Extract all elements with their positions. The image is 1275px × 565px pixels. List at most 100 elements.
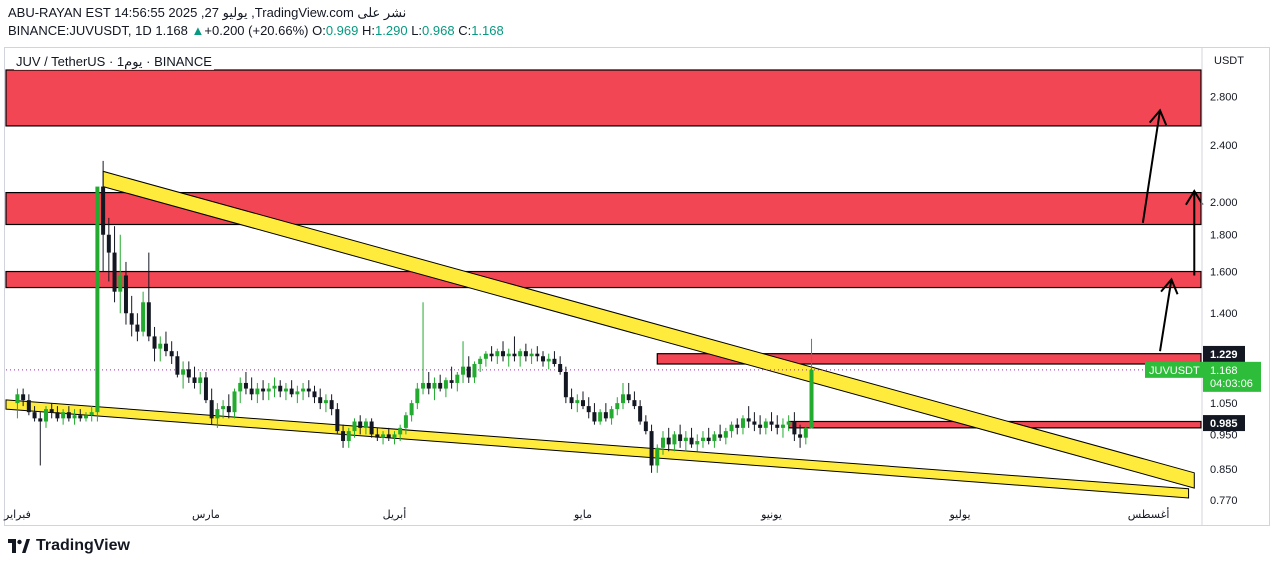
candle-body [478, 358, 483, 365]
x-tick-label: أغسطس [1128, 507, 1170, 521]
candle-body [146, 302, 151, 337]
arrow-head-icon [1185, 189, 1204, 206]
axis-unit[interactable]: USDT [1214, 55, 1244, 67]
candle-body [495, 351, 500, 357]
candle-body [426, 382, 431, 389]
candle-body [700, 437, 705, 442]
candle-body [415, 388, 420, 404]
symbol-text: BINANCE:JUVUSDT, 1D 1.168 [8, 23, 188, 38]
candle-body [746, 418, 751, 422]
candle-body [289, 388, 294, 395]
y-tick-label: 0.850 [1210, 464, 1238, 476]
candle-body [15, 394, 20, 404]
candle-body [335, 409, 340, 432]
candle-body [575, 400, 580, 404]
target-arrow-2 [1141, 110, 1161, 223]
candle-body [598, 412, 603, 422]
candle-body [283, 388, 288, 392]
candle-body [381, 434, 386, 438]
tradingview-footer[interactable]: TradingView [8, 537, 130, 555]
candle-body [123, 275, 128, 314]
candle-body [312, 391, 317, 398]
candle-body [78, 415, 83, 419]
candle-body [803, 427, 808, 438]
candle-body [683, 437, 688, 442]
target-arrow-0 [1159, 279, 1173, 352]
candle-body [786, 421, 791, 425]
candle-body [615, 403, 620, 410]
candle-body [209, 400, 214, 419]
high-label: H: [362, 23, 376, 38]
candle-body [689, 437, 694, 445]
chart-title: JUV / TetherUS · 1يوم · BINANCE [14, 54, 214, 70]
candle-body [489, 353, 494, 357]
candle-body [375, 434, 380, 438]
candle-body [61, 412, 66, 419]
open-value: 0.969 [325, 23, 359, 38]
candle-body [129, 313, 134, 325]
candle-body [272, 385, 277, 389]
candle-body [769, 421, 774, 425]
candle-body [101, 186, 106, 235]
price-label: 0.985 [1210, 418, 1238, 430]
candle-body [501, 351, 506, 357]
candle-body [163, 343, 168, 352]
y-tick-label: 1.400 [1210, 308, 1238, 320]
close-value: 1.168 [471, 23, 504, 38]
candle-body [323, 400, 328, 404]
trend-channel-1 [5, 399, 1190, 499]
candle-body [780, 424, 785, 428]
candle-body [563, 371, 568, 398]
y-tick-label: 2.800 [1210, 92, 1238, 104]
candle-body [649, 431, 654, 466]
candle-body [409, 403, 414, 416]
candle-body [443, 380, 448, 389]
publish-info: ABU-RAYAN EST 14:56:55 2025 ,27 يوليو ,T… [8, 5, 406, 21]
y-tick-label: 1.050 [1210, 398, 1238, 410]
candle-body [38, 418, 43, 422]
candle-body [546, 358, 551, 362]
price-chart[interactable]: 0.770 0.850 0.950 1.050 1.400 1.600 1.800 2.000… [0, 0, 1275, 530]
candle-body [586, 406, 591, 413]
candle-body [66, 412, 71, 419]
candle-body [483, 353, 488, 359]
y-tick-label: 0.770 [1210, 495, 1238, 507]
candle-body [643, 421, 648, 432]
resistance-zone-0 [5, 69, 1202, 127]
candle-body [261, 388, 266, 392]
time-axis: فبراير مارس أبريل مايو يونيو يوليو أغسطس [3, 507, 1169, 521]
candle-body [403, 415, 408, 428]
candle-body [752, 421, 757, 425]
y-tick-label: 1.600 [1210, 267, 1238, 279]
symbol-tag-bg [1145, 361, 1203, 378]
candle-body [43, 409, 48, 422]
x-tick-label: مايو [573, 508, 592, 521]
candle-body [655, 447, 660, 466]
candle-body [729, 424, 734, 432]
candle-body [83, 415, 88, 419]
footer-brand: TradingView [36, 537, 130, 554]
y-tick-label: 0.950 [1210, 429, 1238, 441]
candle-body [232, 391, 237, 413]
candle-body [626, 394, 631, 401]
candle-body [763, 421, 768, 428]
candle-body [438, 382, 443, 389]
candle-body [135, 324, 140, 332]
candle-body [221, 406, 226, 410]
candle-body [506, 353, 511, 357]
candle-body [398, 427, 403, 435]
symbol-tag: JUVUSDT [1149, 365, 1200, 377]
chart-frame [4, 47, 1270, 526]
y-tick-label: 1.800 [1210, 230, 1238, 242]
low-value: 0.968 [422, 23, 455, 38]
x-tick-label: مارس [192, 508, 220, 521]
candle-body [169, 351, 174, 357]
candle-body [352, 421, 357, 432]
x-tick-label: أبريل [383, 507, 407, 521]
price-axis: 0.770 0.850 0.950 1.050 1.400 1.600 1.800 2.000… [1145, 92, 1261, 507]
candle-body [32, 412, 37, 419]
candle-body [152, 336, 157, 349]
ohlc-legend: BINANCE:JUVUSDT, 1D 1.168 ▲+0.200 (+20.6… [8, 23, 504, 38]
candle-body [706, 437, 711, 442]
candle-body [672, 434, 677, 445]
